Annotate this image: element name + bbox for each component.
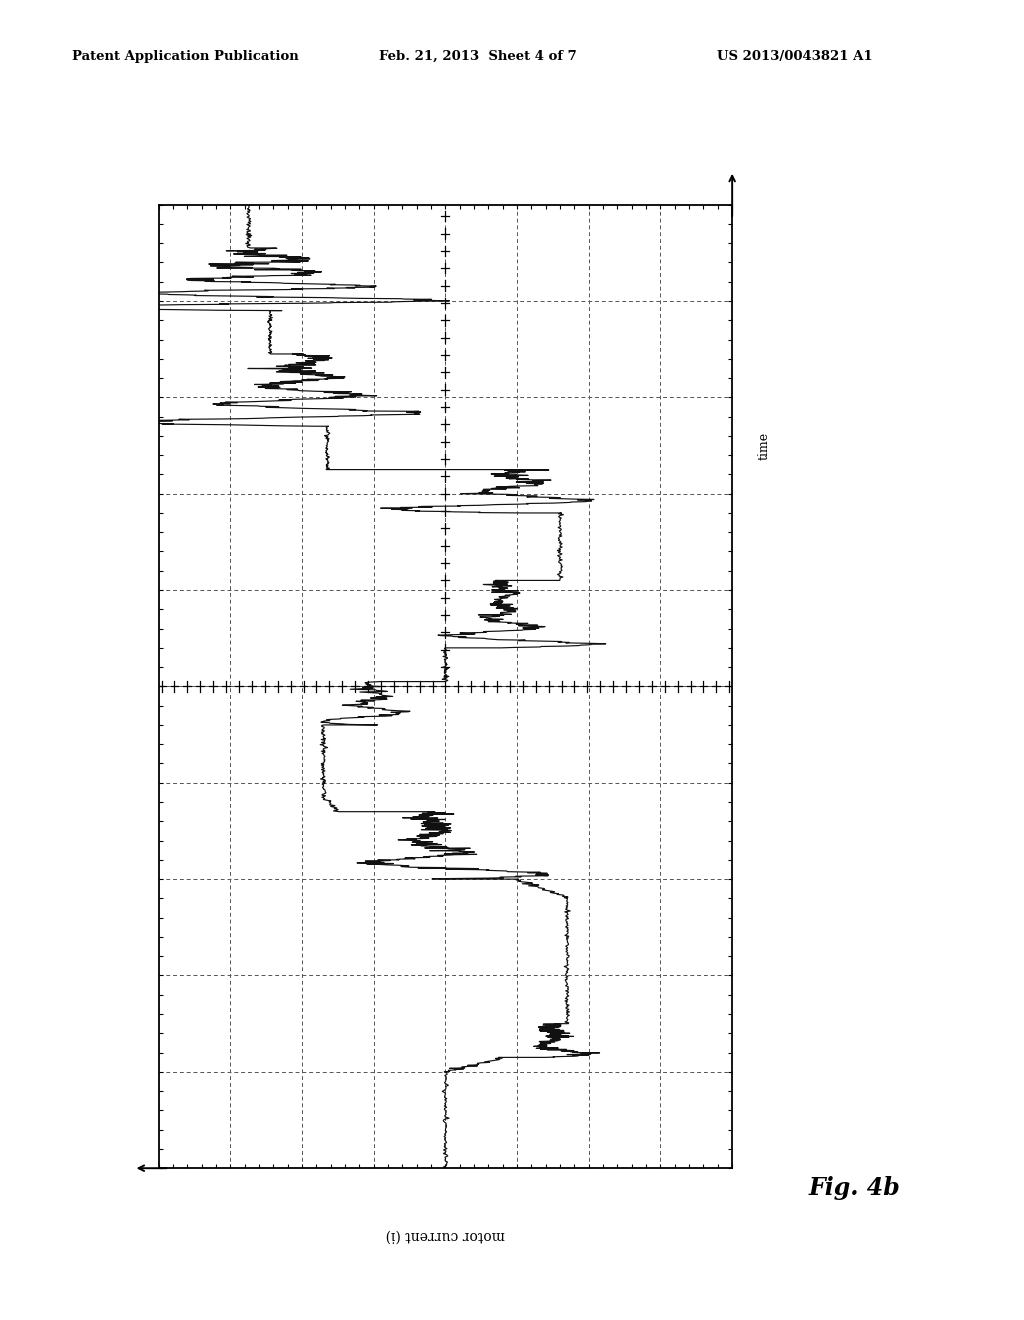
Text: US 2013/0043821 A1: US 2013/0043821 A1 xyxy=(717,50,872,63)
Text: Fig. 4b: Fig. 4b xyxy=(809,1176,901,1200)
Text: Patent Application Publication: Patent Application Publication xyxy=(72,50,298,63)
Text: Feb. 21, 2013  Sheet 4 of 7: Feb. 21, 2013 Sheet 4 of 7 xyxy=(379,50,577,63)
Text: motor current (i): motor current (i) xyxy=(386,1228,505,1242)
Text: time: time xyxy=(758,432,771,459)
